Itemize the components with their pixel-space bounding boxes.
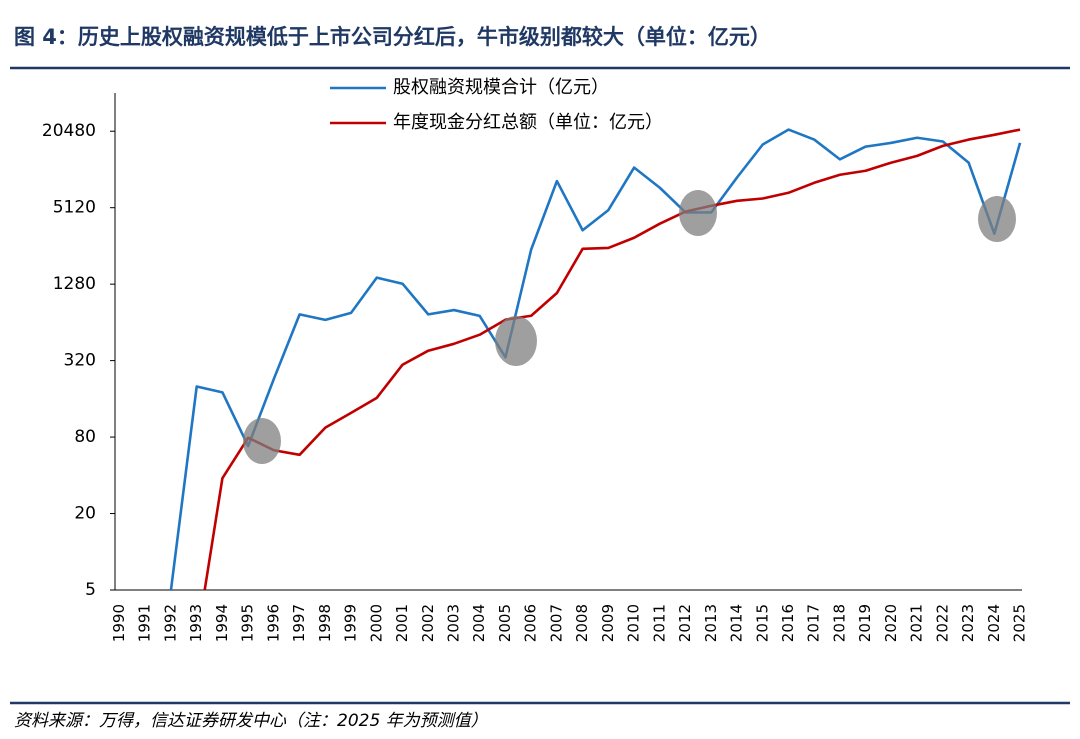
highlight: [679, 190, 717, 236]
x-tick-label: 1996: [264, 604, 282, 642]
x-tick-label: 2024: [985, 604, 1003, 642]
x-tick-label: 2001: [393, 604, 411, 642]
x-tick-label: 2021: [908, 604, 926, 642]
chart-title: 图 4：历史上股权融资规模低于上市公司分红后，牛市级别都较大（单位：亿元）: [14, 25, 771, 49]
y-tick-label: 5: [85, 580, 96, 600]
x-tick-label: 2012: [676, 604, 694, 642]
x-tick-label: 1994: [213, 604, 231, 642]
x-tick-label: 2005: [496, 604, 514, 642]
legend-label: 年度现金分红总额（单位：亿元）: [393, 112, 663, 133]
series-line: [203, 128, 1021, 590]
x-tick-label: 2025: [1011, 604, 1029, 642]
x-tick-label: 2010: [625, 604, 643, 642]
y-tick-label: 80: [74, 427, 96, 447]
x-tick-label: 2004: [470, 604, 488, 642]
source-note: 资料来源：万得，信达证券研发中心（注：2025 年为预测值）: [14, 711, 488, 731]
x-tick-label: 2008: [573, 604, 591, 642]
x-tick-label: 1993: [187, 604, 205, 642]
x-tick-label: 2002: [419, 604, 437, 642]
y-tick-label: 1280: [53, 274, 96, 294]
x-tick-label: 2015: [753, 604, 771, 642]
x-tick-label: 2006: [522, 604, 540, 642]
x-tick-label: 2022: [933, 604, 951, 642]
highlight: [495, 316, 537, 366]
x-tick-label: 1997: [290, 604, 308, 642]
x-tick-label: 2013: [702, 604, 720, 642]
y-tick-label: 5120: [53, 198, 96, 218]
x-tick-label: 2016: [779, 604, 797, 642]
highlight: [978, 196, 1016, 242]
y-tick-label: 20: [74, 504, 96, 524]
highlights: [243, 190, 1016, 464]
x-tick-label: 1995: [239, 604, 257, 642]
x-tick-label: 2003: [444, 604, 462, 642]
x-tick-label: 2011: [650, 604, 668, 642]
y-tick-label: 20480: [42, 121, 96, 141]
x-tick-label: 1998: [316, 604, 334, 642]
x-tick-label: 1990: [110, 604, 128, 642]
x-tick-label: 2014: [728, 604, 746, 642]
x-tick-label: 2009: [599, 604, 617, 642]
x-tick-label: 2000: [367, 604, 385, 642]
x-tick-label: 2017: [805, 604, 823, 642]
x-tick-label: 2020: [882, 604, 900, 642]
x-tick-label: 2018: [830, 604, 848, 642]
y-tick-label: 320: [64, 351, 96, 371]
x-tick-label: 2007: [547, 604, 565, 642]
x-tick-label: 1992: [161, 604, 179, 642]
highlight: [243, 418, 281, 464]
marks: [169, 128, 1022, 590]
legend-label: 股权融资规模合计（亿元）: [393, 77, 609, 98]
x-tick-label: 2019: [856, 604, 874, 642]
series-line: [169, 128, 1022, 590]
x-tick-label: 2023: [959, 604, 977, 642]
x-tick-label: 1999: [342, 604, 360, 642]
x-tick-label: 1991: [136, 604, 154, 642]
